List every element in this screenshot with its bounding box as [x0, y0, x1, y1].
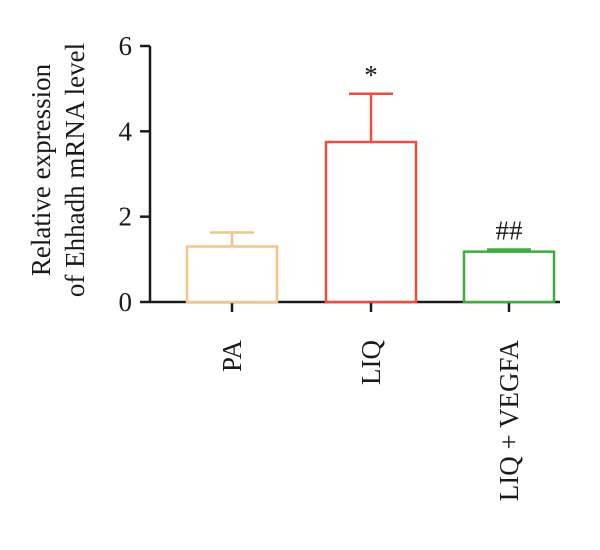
y-axis-title-line-2: of Ehhadh mRNA level [60, 43, 90, 297]
plot-area: 0 2 4 6 PA * LIQ ## LIQ + VEGFA [119, 31, 560, 502]
y-axis-title-line-1: Relative expression [26, 63, 56, 276]
x-label-liq: LIQ [356, 340, 386, 385]
x-label-pa: PA [217, 340, 247, 373]
annotation-liq-vegfa: ## [496, 216, 524, 246]
x-label-liq-vegfa: LIQ + VEGFA [494, 340, 524, 502]
annotation-liq: * [364, 60, 378, 90]
y-tick-label-2: 2 [119, 202, 133, 232]
bar-liq-vegfa [462, 250, 556, 304]
bar-liq [324, 140, 418, 304]
bar-pa [185, 245, 279, 304]
y-tick-label-0: 0 [119, 287, 133, 317]
y-tick-label-6: 6 [119, 31, 133, 61]
y-tick-label-4: 4 [119, 116, 133, 146]
